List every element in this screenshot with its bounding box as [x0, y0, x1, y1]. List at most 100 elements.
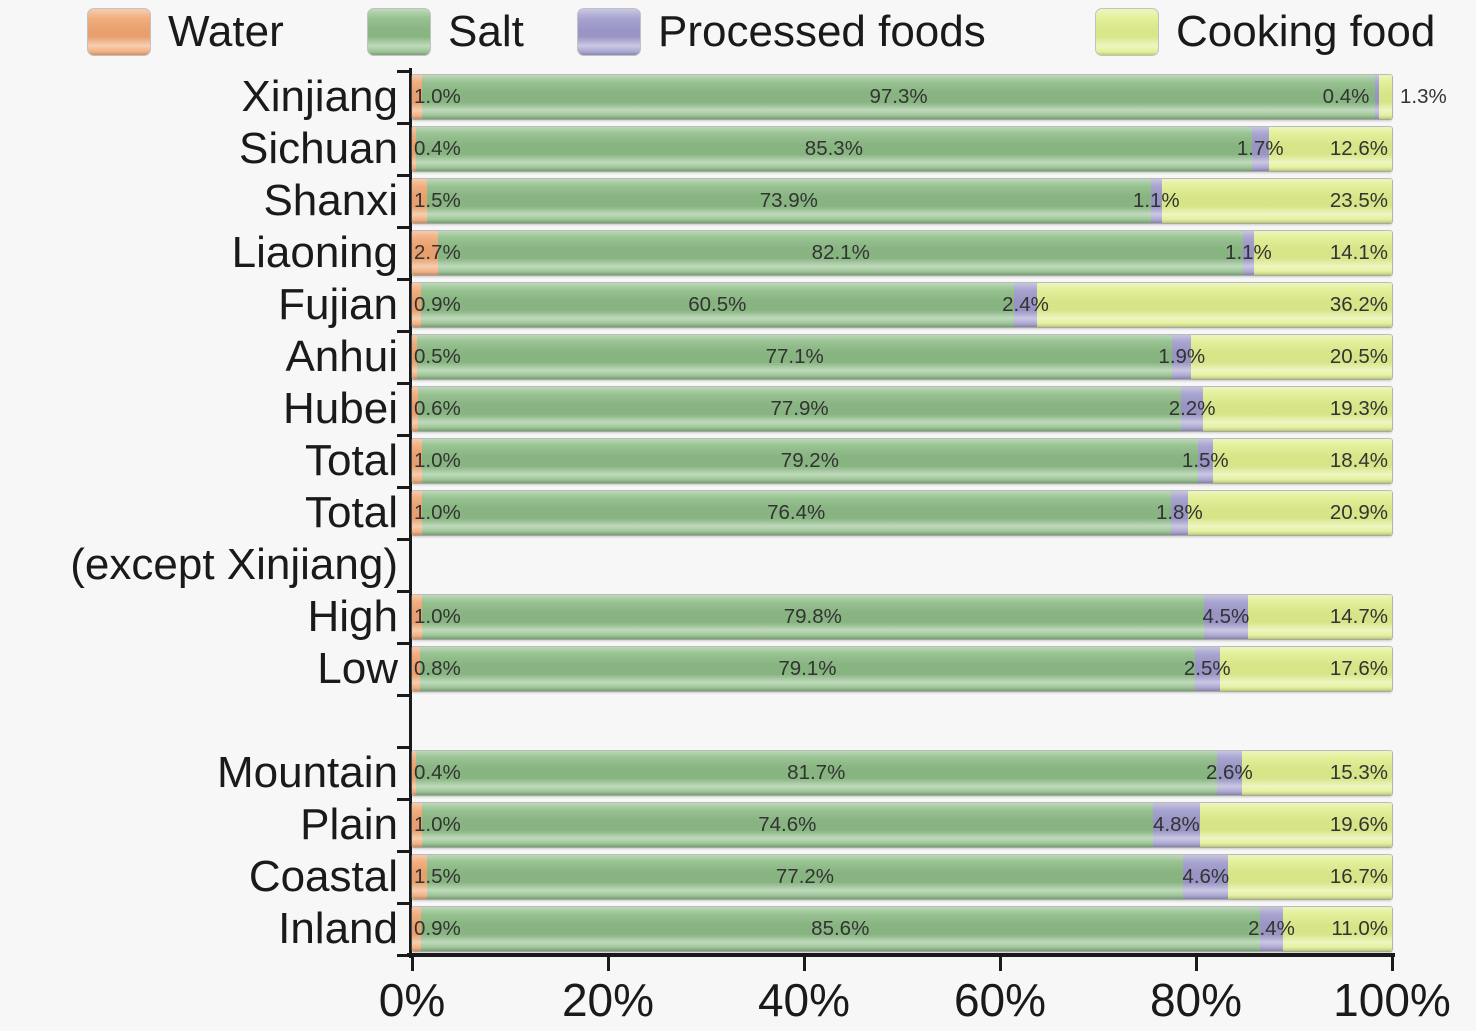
bar-segment-salt — [438, 231, 1244, 275]
bar-segment-processed — [1259, 907, 1284, 951]
bar-segment-cooking — [1199, 803, 1392, 847]
bar-segment-processed — [1181, 387, 1203, 431]
value-label-processed: 1.5% — [1181, 449, 1229, 472]
bar-segment-processed — [1203, 595, 1249, 639]
bar-segment-salt — [421, 491, 1171, 535]
value-label-processed: 0.4% — [1322, 85, 1370, 108]
value-label-salt: 73.9% — [759, 189, 818, 212]
bar-row-inland — [412, 907, 1392, 951]
y-axis-tick — [397, 693, 410, 697]
bar-segment-processed — [1195, 647, 1220, 691]
x-axis-tick — [1390, 957, 1394, 971]
value-label-water: 2.7% — [414, 241, 461, 264]
bar-segment-water — [412, 283, 421, 327]
value-label-cooking: 16.7% — [1329, 865, 1388, 888]
y-axis-tick — [397, 433, 410, 437]
value-label-salt: 79.8% — [783, 605, 842, 628]
bar-segment-water — [412, 439, 422, 483]
bar-segment-processed — [1251, 127, 1269, 171]
bar-row-total — [412, 439, 1392, 483]
y-axis-tick — [397, 329, 410, 333]
bar-segment-cooking — [1191, 335, 1392, 379]
category-label: Inland — [278, 904, 398, 953]
bar-row-anhui — [412, 335, 1392, 379]
bar-segment-processed — [1243, 231, 1254, 275]
bar-segment-salt — [421, 803, 1153, 847]
value-label-water: 0.9% — [414, 293, 461, 316]
bar-row-fujian — [412, 283, 1392, 327]
bar-segment-processed — [1152, 803, 1200, 847]
value-label-processed: 1.8% — [1155, 501, 1203, 524]
value-label-water: 0.4% — [414, 137, 461, 160]
y-axis-tick — [397, 953, 410, 957]
bar-segment-water — [412, 127, 416, 171]
bar-segment-processed — [1216, 751, 1243, 795]
value-label-salt: 79.2% — [780, 449, 839, 472]
category-label: Total — [305, 436, 398, 485]
bar-segment-cooking — [1212, 439, 1392, 483]
bar-segment-cooking — [1219, 647, 1392, 691]
category-label: Total (except Xinjiang) — [70, 488, 398, 589]
bar-segment-cooking — [1253, 231, 1392, 275]
water-legend-swatch-icon — [88, 9, 150, 55]
value-label-salt: 60.5% — [688, 293, 747, 316]
value-label-cooking: 18.4% — [1329, 449, 1388, 472]
category-label: Xinjiang — [241, 72, 398, 121]
value-label-processed: 2.4% — [1002, 293, 1049, 316]
bar-segment-water — [412, 647, 420, 691]
value-label-water: 0.9% — [414, 917, 461, 940]
legend: Water Salt Processed foods Cooking food — [0, 0, 1476, 64]
bar-segment-salt — [426, 179, 1152, 223]
bar-segment-water — [412, 491, 422, 535]
bar-row-high — [412, 595, 1392, 639]
value-label-water: 0.5% — [414, 345, 461, 368]
x-axis-tick — [802, 957, 806, 971]
value-label-processed: 4.8% — [1153, 813, 1200, 836]
bar-segment-processed — [1172, 335, 1192, 379]
y-axis-tick — [397, 797, 410, 801]
bar-segment-water — [412, 751, 416, 795]
y-axis-tick — [397, 901, 410, 905]
x-axis-tick — [998, 957, 1002, 971]
salt-legend-swatch-icon — [368, 9, 430, 55]
category-label: Anhui — [285, 332, 398, 381]
value-label-cooking: 1.3% — [1400, 85, 1447, 108]
value-label-cooking: 20.9% — [1329, 501, 1388, 524]
value-label-processed: 2.5% — [1183, 657, 1231, 680]
value-label-processed: 2.2% — [1168, 397, 1216, 420]
value-label-processed: 1.1% — [1225, 241, 1272, 264]
value-label-cooking: 11.0% — [1331, 917, 1388, 940]
value-label-water: 1.0% — [414, 605, 461, 628]
bar-segment-processed — [1197, 439, 1213, 483]
bar-segment-salt — [415, 751, 1217, 795]
bar-row-plain — [412, 803, 1392, 847]
value-label-cooking: 15.3% — [1329, 761, 1388, 784]
value-label-processed: 2.6% — [1205, 761, 1253, 784]
value-label-cooking: 17.6% — [1329, 657, 1388, 680]
value-label-processed: 4.5% — [1202, 605, 1250, 628]
value-label-processed: 2.4% — [1248, 917, 1295, 940]
bar-row-total — [412, 491, 1392, 535]
value-label-water: 0.4% — [414, 761, 461, 784]
cooking-legend-swatch-icon — [1096, 9, 1158, 55]
bar-segment-processed — [1375, 75, 1380, 119]
y-axis-tick — [397, 589, 410, 593]
legend-item-processed: Processed foods — [578, 6, 986, 58]
legend-label-cooking: Cooking food — [1176, 7, 1436, 56]
y-axis-tick — [397, 121, 410, 125]
value-label-processed: 4.6% — [1182, 865, 1230, 888]
legend-item-cooking: Cooking food — [1096, 6, 1435, 58]
value-label-water: 1.0% — [414, 813, 461, 836]
bar-segment-salt — [420, 283, 1014, 327]
x-axis-tick-label: 80% — [1149, 974, 1243, 1026]
category-label: Fujian — [278, 280, 398, 329]
bar-segment-water — [412, 387, 418, 431]
bar-segment-cooking — [1202, 387, 1392, 431]
y-axis-tick — [397, 849, 410, 853]
bar-segment-salt — [426, 855, 1184, 899]
value-label-cooking: 19.6% — [1329, 813, 1388, 836]
bar-segment-salt — [419, 647, 1196, 691]
y-axis-tick — [397, 485, 410, 489]
x-axis-tick-label: 20% — [561, 974, 655, 1026]
